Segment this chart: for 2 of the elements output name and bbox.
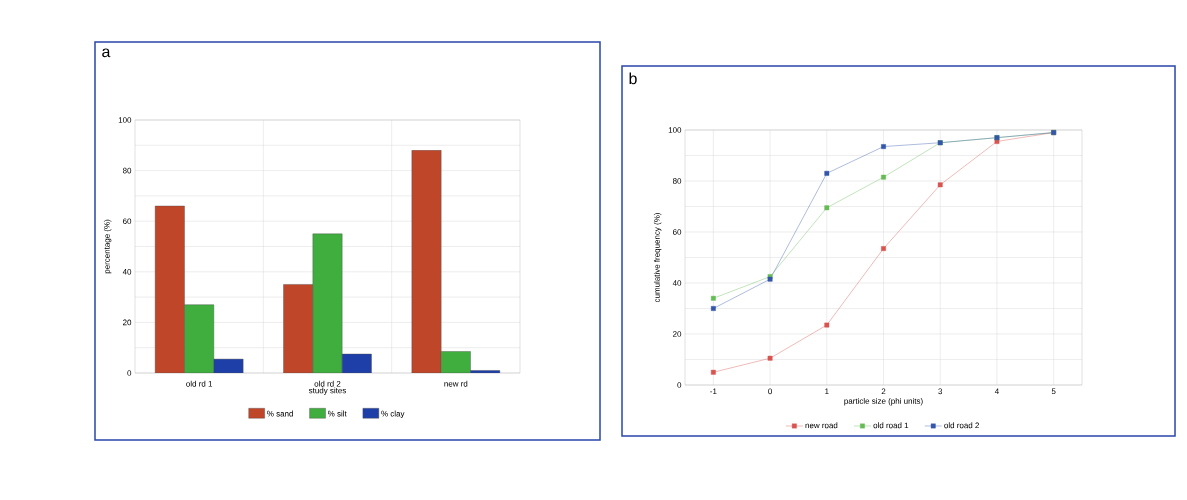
text: b (629, 72, 637, 85)
text: a (102, 48, 111, 58)
